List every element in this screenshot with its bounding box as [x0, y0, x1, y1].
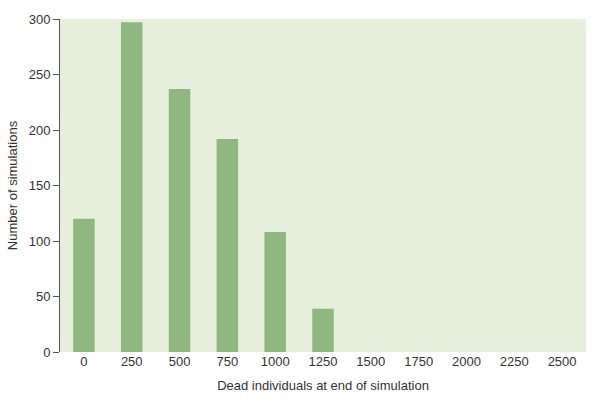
svg-text:750: 750 [217, 354, 239, 369]
svg-text:50: 50 [36, 289, 50, 304]
svg-text:100: 100 [29, 234, 51, 249]
svg-text:0: 0 [80, 354, 87, 369]
svg-text:2250: 2250 [500, 354, 529, 369]
svg-text:500: 500 [169, 354, 191, 369]
svg-text:200: 200 [29, 123, 51, 138]
svg-text:150: 150 [29, 178, 51, 193]
svg-text:2500: 2500 [548, 354, 577, 369]
svg-text:1500: 1500 [356, 354, 385, 369]
svg-text:1250: 1250 [309, 354, 338, 369]
svg-text:2000: 2000 [452, 354, 481, 369]
svg-text:1750: 1750 [404, 354, 433, 369]
svg-text:250: 250 [121, 354, 143, 369]
svg-text:Dead individuals at end of sim: Dead individuals at end of simulation [217, 378, 429, 393]
svg-text:1000: 1000 [261, 354, 290, 369]
svg-text:0: 0 [43, 345, 50, 360]
svg-text:250: 250 [29, 67, 51, 82]
svg-text:Number of simulations: Number of simulations [5, 120, 20, 250]
svg-text:300: 300 [29, 12, 51, 27]
